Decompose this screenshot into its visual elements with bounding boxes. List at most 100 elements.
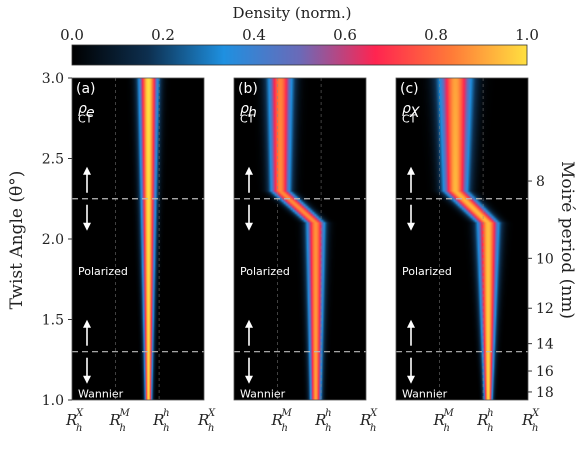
x-tick-label: RXh bbox=[521, 408, 540, 434]
arrow-down-head bbox=[245, 222, 253, 231]
arrow-down-head bbox=[245, 375, 253, 384]
panel-heatmap bbox=[72, 78, 204, 400]
panel-tag: (b) bbox=[238, 81, 258, 97]
right-tick-label: 10 bbox=[536, 251, 554, 267]
panel-density-label: ρ bbox=[402, 101, 411, 117]
x-tick-sup: M bbox=[119, 408, 131, 419]
x-tick-base: R bbox=[109, 411, 121, 429]
x-tick-sub: h bbox=[163, 423, 169, 434]
x-tick-sub: h bbox=[370, 423, 376, 434]
arrow-up-head bbox=[407, 166, 415, 175]
region-label: Polarized bbox=[78, 265, 128, 278]
panel-2: (b) ρ hCT Polarized Wannier bbox=[233, 77, 367, 401]
right-axis: 8 10 12 14 16 18 bbox=[528, 174, 554, 401]
x-tick-label: Rhh bbox=[476, 408, 493, 434]
region-label: CT bbox=[240, 112, 255, 125]
right-tick-label: 12 bbox=[536, 301, 554, 317]
panel-tag: (a) bbox=[76, 81, 96, 97]
y-tick-label: 3.0 bbox=[42, 71, 64, 87]
x-tick-sup: h bbox=[163, 408, 169, 419]
x-tick-base: R bbox=[521, 411, 533, 429]
x-tick-label: RMh bbox=[433, 408, 455, 434]
x-tick-label: Rhh bbox=[314, 408, 331, 434]
colorbar-tick-label: 0.8 bbox=[424, 26, 448, 44]
x-tick-sup: X bbox=[207, 408, 216, 419]
arrow-up-head bbox=[83, 319, 91, 328]
panel-density-label: ρ bbox=[240, 101, 249, 117]
x-tick-sup: X bbox=[75, 408, 84, 419]
region-label: CT bbox=[78, 112, 93, 125]
colorbar-tick-label: 0.0 bbox=[60, 26, 84, 44]
panel-density-subscript: X bbox=[409, 105, 420, 121]
y-axis-label: Twist Angle (θ°) bbox=[7, 171, 27, 310]
x-tick-sup: M bbox=[443, 408, 455, 419]
arrow-up-head bbox=[83, 166, 91, 175]
x-tick-sub: h bbox=[487, 423, 493, 434]
panel-frame bbox=[233, 77, 367, 401]
x-axis: RXh RMh Rhh RXh RMh Rhh RXh RMh Rhh RXh bbox=[65, 408, 540, 434]
x-tick-base: R bbox=[314, 411, 326, 429]
panel-heatmap bbox=[396, 78, 528, 400]
region-label: Wannier bbox=[78, 388, 124, 401]
panel-density-subscript: h bbox=[248, 105, 257, 121]
y-tick-label: 2.5 bbox=[42, 152, 64, 168]
x-tick-label: RMh bbox=[271, 408, 293, 434]
x-tick-sub: h bbox=[444, 423, 450, 434]
region-label: Wannier bbox=[402, 388, 448, 401]
x-tick-base: R bbox=[433, 411, 445, 429]
arrow-down-head bbox=[83, 375, 91, 384]
y-tick-label: 1.0 bbox=[42, 393, 64, 409]
x-tick-base: R bbox=[65, 411, 77, 429]
x-tick-sup: X bbox=[531, 408, 540, 419]
x-tick-label: RXh bbox=[65, 408, 84, 434]
colorbar bbox=[71, 44, 528, 66]
colorbar-ticks: 0.0 0.2 0.4 0.6 0.8 1.0 bbox=[60, 26, 539, 44]
right-axis-label: Moiré period (nm) bbox=[557, 161, 577, 319]
x-tick-sup: M bbox=[281, 408, 293, 419]
panel-density-label: ρ bbox=[78, 101, 87, 117]
colorbar-tick-label: 1.0 bbox=[515, 26, 539, 44]
x-tick-label: RXh bbox=[197, 408, 216, 434]
panel-density-subscript: e bbox=[86, 105, 95, 121]
x-tick-base: R bbox=[476, 411, 488, 429]
y-tick-label: 1.5 bbox=[42, 313, 64, 329]
x-tick-label: RXh bbox=[359, 408, 378, 434]
colorbar-tick-label: 0.6 bbox=[333, 26, 357, 44]
x-tick-sub: h bbox=[208, 423, 214, 434]
arrow-up-head bbox=[407, 319, 415, 328]
panel-tag: (c) bbox=[400, 81, 419, 97]
colorbar-tick-label: 0.4 bbox=[242, 26, 266, 44]
right-tick-label: 18 bbox=[536, 385, 554, 401]
arrow-down-head bbox=[83, 222, 91, 231]
right-tick-label: 8 bbox=[536, 174, 545, 190]
arrow-up-head bbox=[245, 166, 253, 175]
panel-frame bbox=[395, 77, 529, 401]
region-label: Wannier bbox=[240, 388, 286, 401]
right-tick-label: 14 bbox=[536, 337, 554, 353]
x-tick-sup: h bbox=[325, 408, 331, 419]
y-tick-label: 2.0 bbox=[42, 232, 64, 248]
x-tick-sub: h bbox=[532, 423, 538, 434]
x-tick-sup: X bbox=[369, 408, 378, 419]
panel-heatmap bbox=[234, 78, 366, 400]
panel-3: (c) ρ XCT Polarized Wannier bbox=[395, 77, 529, 401]
x-tick-sub: h bbox=[120, 423, 126, 434]
x-tick-sub: h bbox=[282, 423, 288, 434]
arrow-down-head bbox=[407, 375, 415, 384]
arrow-up-head bbox=[245, 319, 253, 328]
x-tick-sub: h bbox=[325, 423, 331, 434]
x-tick-base: R bbox=[152, 411, 164, 429]
colorbar-tick-label: 0.2 bbox=[151, 26, 175, 44]
y-axis: 1.0 1.5 2.0 2.5 3.0 bbox=[42, 71, 72, 409]
region-label: Polarized bbox=[240, 265, 290, 278]
x-tick-label: RMh bbox=[109, 408, 131, 434]
colorbar-label: Density (norm.) bbox=[233, 4, 352, 22]
right-tick-label: 16 bbox=[536, 364, 554, 380]
x-tick-sub: h bbox=[76, 423, 82, 434]
x-tick-base: R bbox=[271, 411, 283, 429]
x-tick-sup: h bbox=[487, 408, 493, 419]
arrow-down-head bbox=[407, 222, 415, 231]
x-tick-label: Rhh bbox=[152, 408, 169, 434]
